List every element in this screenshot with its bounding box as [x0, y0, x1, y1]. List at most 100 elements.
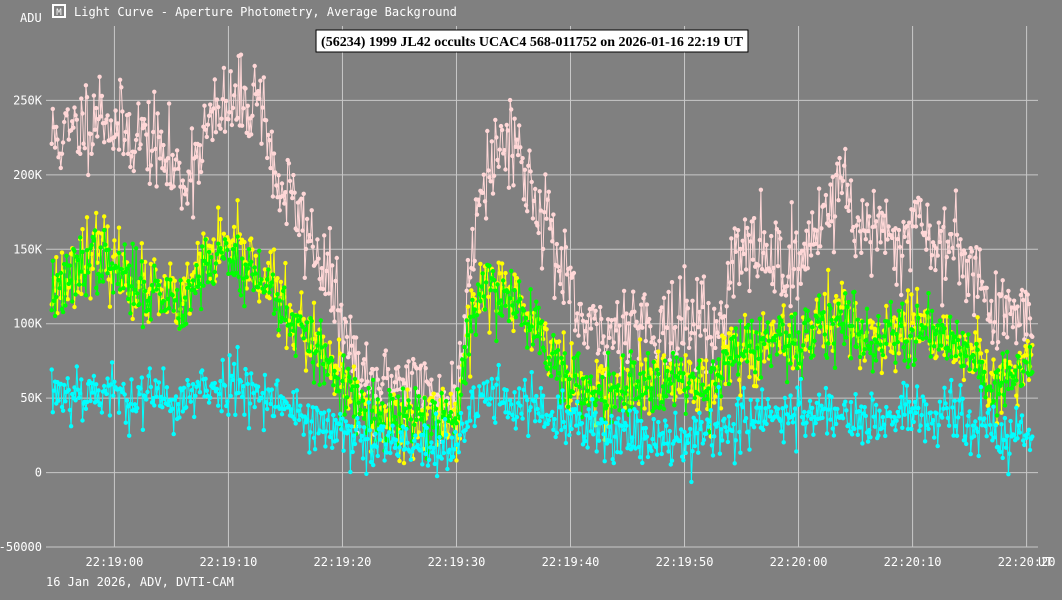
data-point-pink: [897, 244, 903, 250]
data-point-green: [901, 345, 906, 350]
data-point-green: [221, 256, 227, 261]
data-point-green: [282, 285, 287, 290]
data-point-green: [356, 400, 361, 405]
data-point-cyan: [192, 414, 197, 420]
light-curve-app-icon[interactable]: M: [52, 4, 66, 18]
data-point-pink: [273, 170, 278, 175]
data-point-pink: [495, 157, 500, 163]
data-point-cyan: [579, 421, 585, 426]
data-point-cyan: [737, 429, 742, 435]
data-point-green: [937, 318, 943, 323]
data-point-pink: [156, 134, 162, 140]
data-point-cyan: [968, 451, 973, 457]
data-point-green: [157, 291, 163, 297]
data-point-pink: [506, 185, 512, 190]
data-point-cyan: [546, 418, 551, 423]
data-point-cyan: [620, 408, 626, 413]
data-point-green: [216, 241, 221, 246]
data-point-pink: [769, 233, 774, 239]
data-point-green: [73, 292, 78, 297]
data-point-cyan: [99, 410, 105, 415]
data-point-green: [604, 403, 610, 408]
data-point-pink: [759, 266, 765, 272]
data-point-cyan: [339, 427, 344, 432]
data-point-pink: [363, 382, 368, 387]
data-point-pink: [926, 236, 931, 241]
data-point-cyan: [725, 439, 731, 445]
data-point-cyan: [160, 405, 165, 410]
data-point-pink: [688, 336, 693, 342]
data-point-cyan: [900, 425, 905, 430]
data-point-green: [206, 249, 212, 255]
data-point-pink: [992, 320, 997, 325]
data-point-green: [989, 388, 994, 393]
data-point-pink: [409, 370, 415, 376]
data-point-yellow: [904, 299, 910, 304]
data-point-green: [349, 387, 354, 393]
data-point-pink: [556, 268, 562, 274]
data-point-green: [680, 378, 685, 384]
data-point-green: [574, 382, 579, 388]
data-point-pink: [928, 265, 933, 271]
data-point-green: [319, 345, 325, 350]
data-point-green: [637, 371, 643, 377]
data-point-green: [653, 404, 659, 409]
data-point-pink: [415, 389, 420, 395]
data-point-yellow: [112, 238, 117, 243]
data-point-green: [377, 411, 383, 416]
data-point-pink: [762, 230, 767, 235]
data-point-pink: [251, 82, 256, 87]
data-point-cyan: [389, 440, 394, 445]
data-point-cyan: [204, 388, 209, 393]
data-point-pink: [852, 238, 857, 244]
data-point-green: [647, 375, 652, 380]
data-point-cyan: [668, 462, 673, 467]
data-point-yellow: [336, 337, 342, 342]
data-point-cyan: [390, 423, 395, 428]
data-point-pink: [218, 126, 223, 131]
data-point-pink: [147, 181, 152, 186]
data-point-pink: [397, 376, 402, 381]
data-point-pink: [567, 299, 572, 305]
data-point-cyan: [211, 385, 216, 391]
data-point-pink: [517, 123, 522, 128]
data-point-cyan: [159, 394, 164, 400]
data-point-cyan: [940, 415, 945, 420]
data-point-pink: [1001, 331, 1006, 336]
data-point-yellow: [754, 384, 759, 389]
data-point-cyan: [184, 405, 189, 410]
data-point-cyan: [819, 403, 824, 408]
data-point-green: [669, 370, 675, 375]
data-point-pink: [222, 129, 228, 134]
data-point-green: [224, 241, 229, 246]
data-point-pink: [750, 257, 756, 262]
data-point-pink: [563, 245, 569, 250]
data-point-pink: [822, 203, 827, 208]
data-point-yellow: [311, 300, 317, 305]
data-point-green: [475, 282, 481, 287]
data-point-cyan: [517, 386, 522, 391]
data-point-green: [509, 268, 514, 274]
data-point-pink: [911, 207, 916, 213]
data-point-green: [114, 265, 119, 270]
data-point-pink: [771, 265, 776, 271]
data-point-yellow: [601, 367, 606, 372]
data-point-cyan: [979, 423, 985, 428]
data-point-yellow: [526, 311, 531, 316]
footer-info: 16 Jan 2026, ADV, DVTI-CAM: [46, 575, 234, 589]
data-point-cyan: [607, 424, 612, 429]
data-point-green: [372, 416, 377, 421]
data-point-pink: [294, 228, 300, 233]
data-point-yellow: [54, 255, 59, 260]
data-point-cyan: [1005, 433, 1010, 439]
data-point-cyan: [73, 398, 78, 403]
data-point-pink: [837, 155, 842, 161]
data-point-pink: [986, 312, 992, 317]
data-point-cyan: [754, 405, 759, 410]
data-point-pink: [283, 190, 288, 195]
data-point-green: [862, 347, 867, 352]
data-point-pink: [187, 171, 192, 176]
data-point-pink: [332, 319, 337, 324]
data-point-green: [596, 383, 602, 389]
data-point-cyan: [259, 395, 264, 401]
